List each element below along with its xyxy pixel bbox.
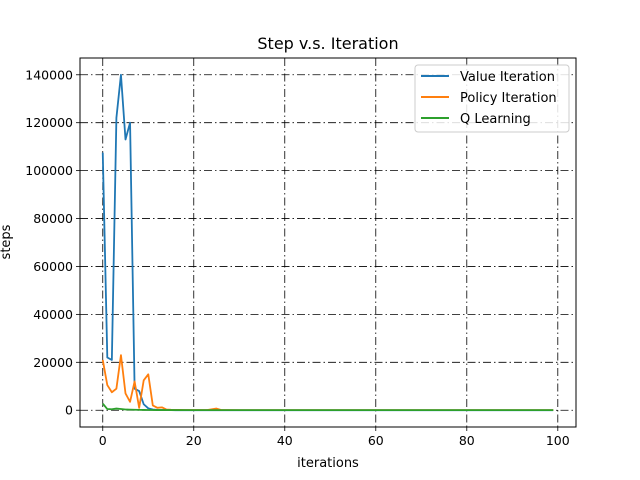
legend-label-q-learning: Q Learning xyxy=(460,112,531,127)
x-tick-label: 20 xyxy=(186,433,202,448)
legend: Value Iteration Policy Iteration Q Learn… xyxy=(414,64,570,133)
x-tick-label: 60 xyxy=(368,433,384,448)
y-tick-label: 40000 xyxy=(33,307,73,322)
y-tick-label: 20000 xyxy=(33,355,73,370)
y-tick-label: 0 xyxy=(65,403,73,418)
plot-frame xyxy=(79,57,577,428)
x-tick-label: 0 xyxy=(99,433,107,448)
legend-label-policy-iteration: Policy Iteration xyxy=(460,91,557,106)
x-tick-label: 80 xyxy=(459,433,475,448)
y-tick-label: 100000 xyxy=(25,163,73,178)
y-tick-label: 80000 xyxy=(33,211,73,226)
axis-ticks: 0 20 40 60 80 100 0 20000 40000 60000 80000 100000 1… xyxy=(25,67,569,448)
x-axis-title: iterations xyxy=(297,456,359,471)
y-axis-title: steps xyxy=(0,224,14,259)
legend-box xyxy=(414,64,570,133)
legend-label-value-iteration: Value Iteration xyxy=(460,70,555,85)
y-tick-label: 60000 xyxy=(33,259,73,274)
y-tick-label: 120000 xyxy=(25,115,73,130)
series-lines xyxy=(101,73,554,412)
y-tick-label: 140000 xyxy=(25,67,73,82)
x-tick-label: 40 xyxy=(277,433,293,448)
series-line-q-learning xyxy=(102,402,554,412)
chart-title: Step v.s. Iteration xyxy=(257,34,398,53)
x-tick-label: 100 xyxy=(546,433,570,448)
